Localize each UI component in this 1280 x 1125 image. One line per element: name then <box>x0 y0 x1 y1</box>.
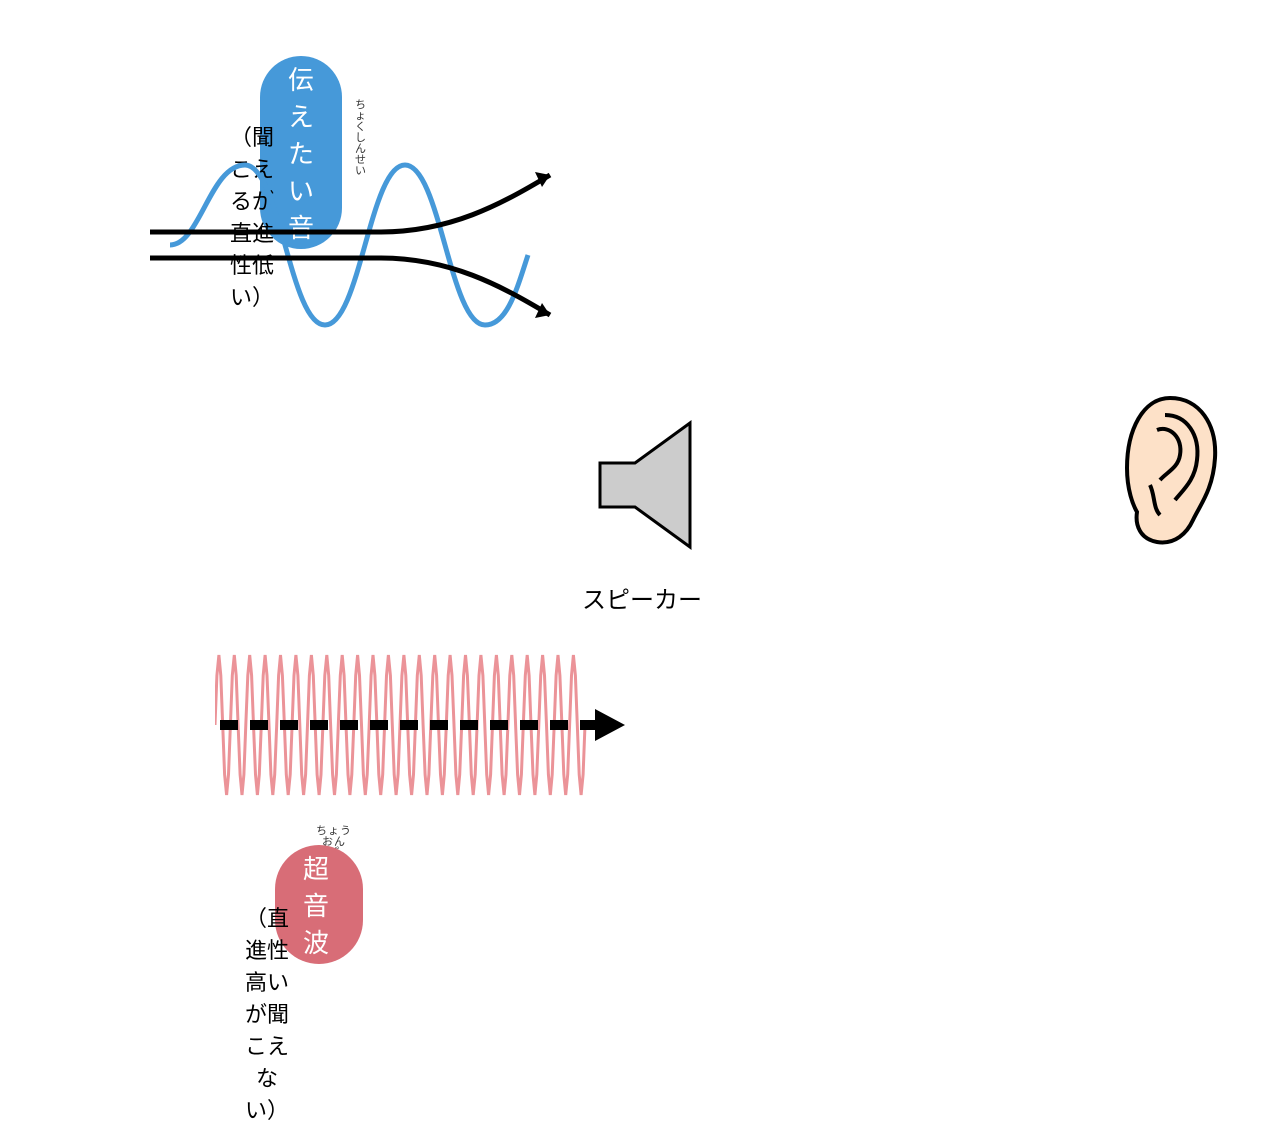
ear-icon <box>1115 390 1225 550</box>
speaker-icon <box>590 415 710 555</box>
ultrasound-wave-svg <box>215 645 635 805</box>
ultrasound-subtitle: （直進性高いが聞こえない） <box>245 901 289 1125</box>
speaker-label: スピーカー <box>582 580 702 615</box>
audible-wave-svg <box>150 150 580 340</box>
speaker-shape <box>600 423 690 547</box>
diverge-arrow-up <box>150 175 550 232</box>
straight-arrowhead <box>595 709 625 741</box>
audible-sine-wave <box>170 165 528 325</box>
